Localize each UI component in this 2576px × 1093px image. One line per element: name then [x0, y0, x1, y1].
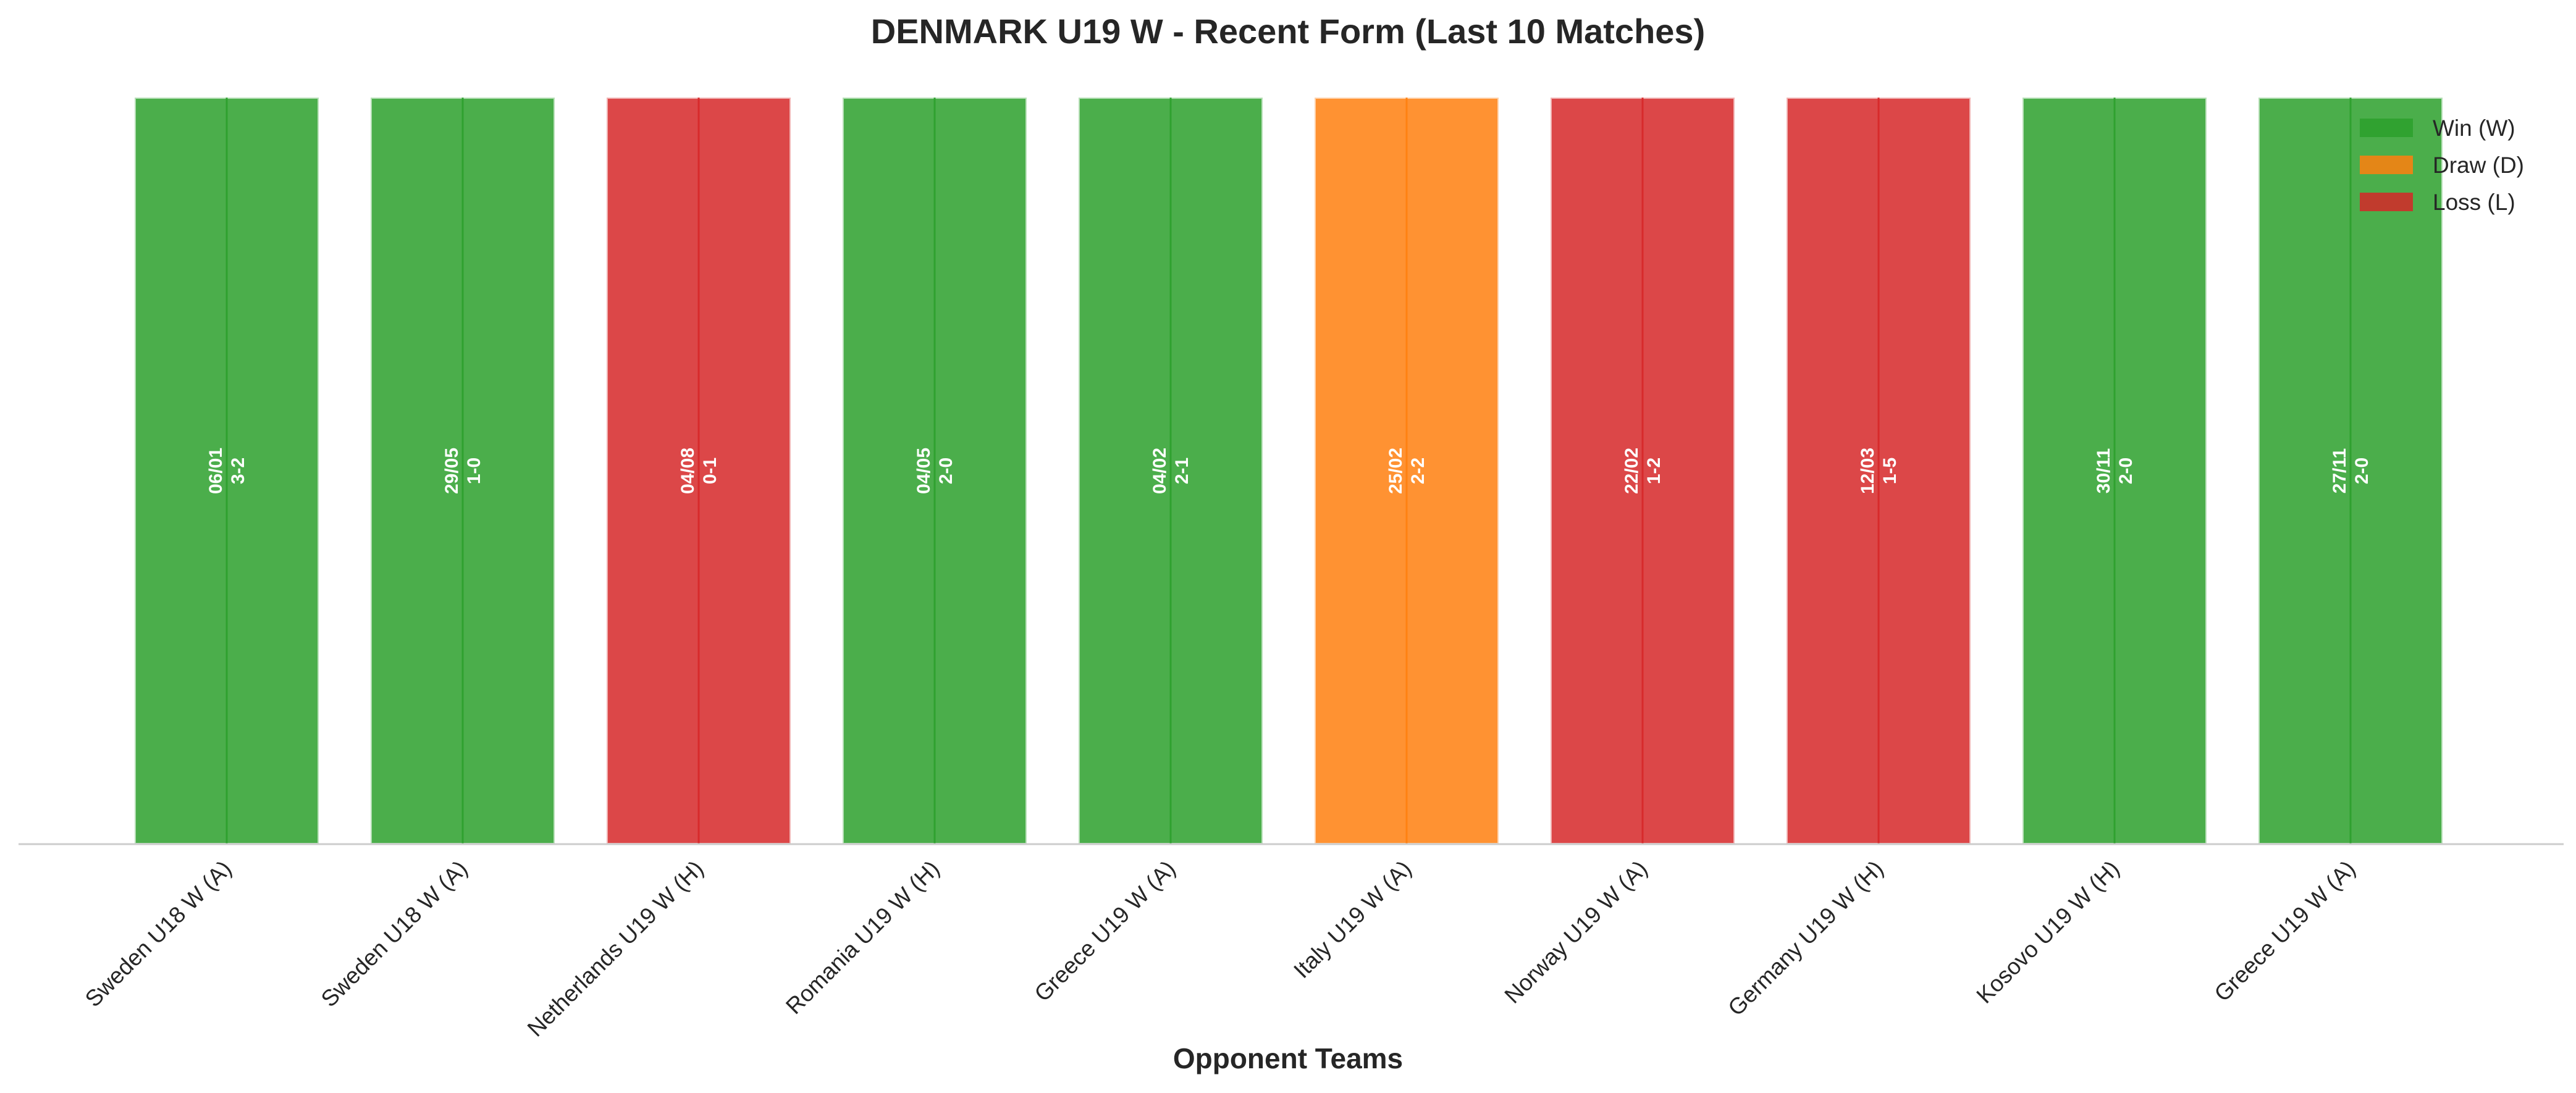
bars-layer: 06/01 3-2 29/05 1-0 04/08 0-1 04/05 2-0 04/02 2-1… [133, 96, 2444, 845]
bar-date-5: 04/02 [1150, 448, 1170, 494]
x-tick-label-1: Sweden U18 W (A) [80, 856, 237, 1012]
bar-score-5: 2-1 [1172, 458, 1192, 484]
bar-date-7: 22/02 [1622, 448, 1642, 494]
x-tick-label-3: Netherlands U19 W (H) [523, 856, 709, 1042]
bar-score-4: 2-0 [936, 458, 956, 484]
bar-score-10: 2-0 [2352, 458, 2372, 484]
bar-label-8: 12/03 1-5 [1858, 448, 1900, 494]
bar-label-9: 30/11 2-0 [2094, 448, 2136, 493]
bar-date-2: 29/05 [442, 448, 462, 494]
bar-label-5: 04/02 2-1 [1150, 448, 1192, 494]
x-tick-label-2: Sweden U18 W (A) [316, 856, 473, 1012]
legend: Win (W) Draw (D) Loss (L) [2360, 115, 2524, 215]
bar-score-8: 1-5 [1880, 458, 1900, 484]
bar-score-1: 3-2 [228, 458, 248, 484]
bar-score-3: 0-1 [700, 458, 720, 484]
bar-label-4: 04/05 2-0 [914, 448, 956, 494]
legend-label-l: Loss (L) [2433, 190, 2515, 215]
x-tick-label-9: Kosovo U19 W (H) [1972, 856, 2124, 1008]
bar-score-9: 2-0 [2116, 458, 2136, 484]
legend-label-d: Draw (D) [2433, 153, 2524, 178]
bar-date-4: 04/05 [914, 448, 934, 494]
bar-date-3: 04/08 [678, 448, 698, 494]
x-axis-label: Opponent Teams [1173, 1042, 1403, 1074]
bar-label-1: 06/01 3-2 [206, 448, 248, 494]
x-tick-label-10: Greece U19 W (A) [2209, 856, 2360, 1007]
legend-label-w: Win (W) [2433, 115, 2515, 141]
bar-label-10: 27/11 2-0 [2330, 448, 2372, 493]
bar-score-2: 1-0 [464, 458, 484, 484]
bar-label-6: 25/02 2-2 [1386, 448, 1428, 494]
bar-date-9: 30/11 [2094, 448, 2114, 493]
legend-swatch-l [2360, 193, 2413, 211]
legend-swatch-d [2360, 156, 2413, 174]
x-tick-label-7: Norway U19 W (A) [1500, 856, 1652, 1008]
bar-date-8: 12/03 [1858, 448, 1878, 494]
legend-swatch-w [2360, 119, 2413, 137]
chart-title: DENMARK U19 W - Recent Form (Last 10 Mat… [871, 12, 1705, 51]
bar-label-2: 29/05 1-0 [442, 448, 484, 494]
bar-label-3: 04/08 0-1 [678, 448, 720, 494]
bar-label-7: 22/02 1-2 [1622, 448, 1664, 494]
x-tick-label-4: Romania U19 W (H) [781, 856, 945, 1020]
x-tick-labels: Sweden U18 W (A) Sweden U18 W (A) Netherla… [80, 856, 2360, 1042]
bar-date-10: 27/11 [2330, 448, 2350, 493]
x-tick-label-5: Greece U19 W (A) [1029, 856, 1180, 1007]
bar-score-7: 1-2 [1644, 458, 1664, 484]
bar-score-6: 2-2 [1408, 458, 1428, 484]
bar-date-6: 25/02 [1386, 448, 1406, 494]
x-tick-label-8: Germany U19 W (H) [1723, 856, 1888, 1021]
x-tick-label-6: Italy U19 W (A) [1289, 856, 1416, 983]
bar-date-1: 06/01 [206, 448, 226, 494]
